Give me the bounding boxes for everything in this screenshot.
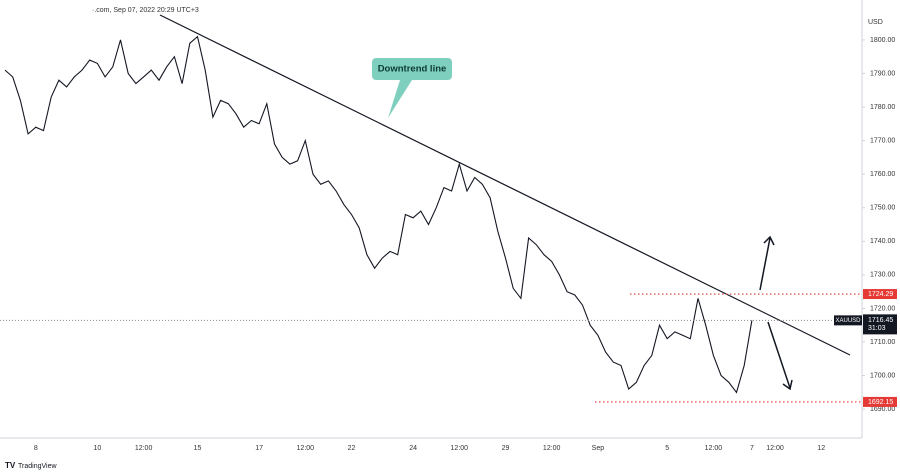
currency-label: USD [868,19,883,26]
x-tick-label: 17 [255,445,263,452]
y-tick-label: 1690.00 [870,406,895,413]
x-tick-label: 15 [194,445,202,452]
x-tick-label: 12:00 [135,445,153,452]
y-tick-label: 1780.00 [870,104,895,111]
x-tick-label: 10 [94,445,102,452]
chart-header: ·.com, Sep 07, 2022 20:29 UTC+3 [92,7,199,14]
x-tick-label: 12 [817,445,825,452]
y-tick-label: 1730.00 [870,272,895,279]
x-tick-label: 24 [409,445,417,452]
last-price-box [863,314,897,335]
symbol-label: XAUUSD [835,318,861,324]
x-tick-label: 22 [348,445,356,452]
x-tick-label: 12:00 [297,445,315,452]
y-tick-label: 1760.00 [870,171,895,178]
y-tick-label: 1770.00 [870,137,895,144]
countdown-label: 31:03 [868,325,886,332]
symbol-box [834,315,862,326]
y-tick-label: 1700.00 [870,372,895,379]
level-label: 1724.29 [868,291,893,298]
x-tick-label: 12:00 [766,445,784,452]
x-tick-label: 29 [502,445,510,452]
y-tick-label: 1740.00 [870,238,895,245]
y-tick-label: 1790.00 [870,70,895,77]
x-tick-label: Sep [592,445,605,452]
level-box [863,289,897,300]
level-label: 1692.15 [868,399,893,406]
callout-box [372,58,452,80]
arrow-up [759,235,775,291]
price-line [4,35,753,394]
callout-text: Downtrend line [378,64,447,75]
x-tick-label: 12:00 [451,445,469,452]
x-tick-label: 7 [750,445,754,452]
x-tick-label: 12:00 [705,445,723,452]
trend-line [159,14,851,356]
y-tick-label: 1800.00 [870,37,895,44]
level-box [863,396,897,407]
logo-text: TradingView [18,463,57,470]
logo-mark: TV [5,461,16,470]
last-price-label: 1716.45 [868,317,893,324]
x-tick-label: 8 [34,445,38,452]
arrow-down [767,321,793,391]
x-tick-label: 12:00 [543,445,561,452]
y-tick-label: 1720.00 [870,305,895,312]
y-tick-label: 1710.00 [870,339,895,346]
x-tick-label: 5 [665,445,669,452]
callout-pointer [388,80,412,118]
y-tick-label: 1750.00 [870,205,895,212]
